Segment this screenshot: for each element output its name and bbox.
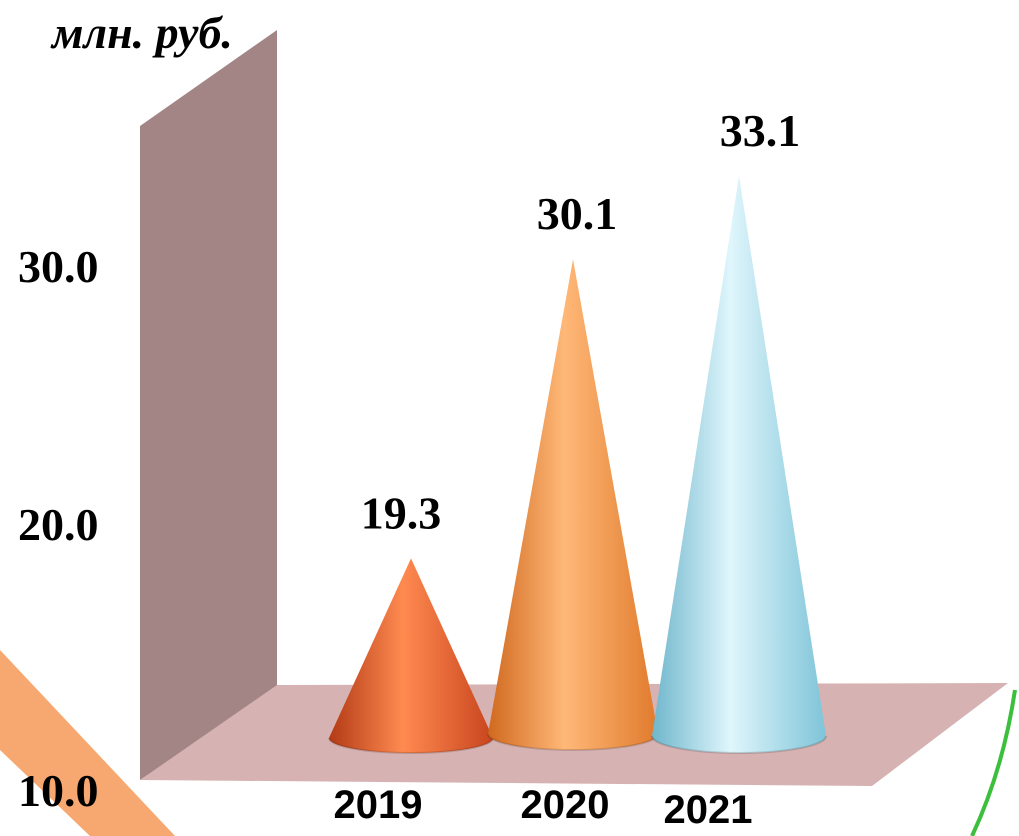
category-label-2: 2021 [664, 788, 753, 832]
cone-base-1 [487, 733, 659, 751]
cones-group [328, 176, 827, 754]
data-label-0: 19.3 [361, 487, 442, 538]
y-tick-1: 20.0 [18, 499, 99, 550]
y-tick-0: 10.0 [18, 765, 99, 816]
cone-2019 [328, 558, 494, 754]
back-wall [140, 30, 277, 780]
cone-base-0 [328, 737, 494, 754]
y-axis-ticks: 10.0 20.0 30.0 [18, 241, 99, 816]
category-label-0: 2019 [334, 783, 423, 827]
category-labels-group: 2019 2020 2021 [334, 783, 753, 832]
cone-base-2 [651, 735, 827, 754]
data-label-2: 33.1 [720, 105, 801, 156]
category-label-1: 2020 [521, 783, 610, 827]
unit-label: млн. руб. [50, 7, 233, 58]
decor-green-arc [970, 689, 1017, 836]
cone-body-1 [488, 259, 658, 750]
cone-body-2 [652, 176, 826, 753]
decor-orange-stripe [0, 650, 175, 836]
cone-2021 [651, 176, 827, 754]
y-tick-2: 30.0 [18, 241, 99, 292]
data-label-1: 30.1 [537, 188, 618, 239]
data-labels-group: 19.3 30.1 33.1 [361, 105, 801, 538]
cone-body-0 [329, 558, 493, 753]
cone-2020 [487, 259, 659, 751]
